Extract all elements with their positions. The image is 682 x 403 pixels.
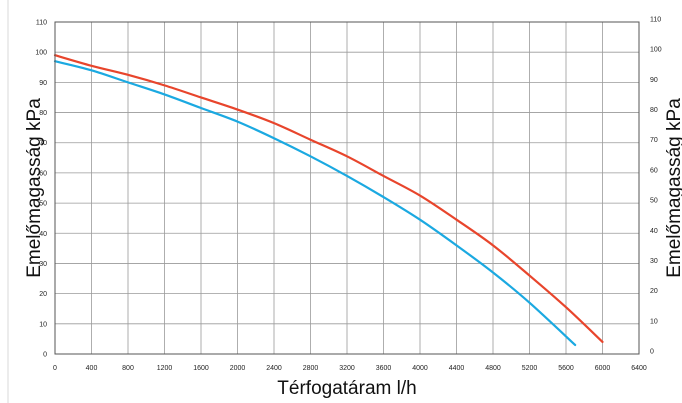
- x-tick-label: 2400: [266, 365, 282, 372]
- plot-frame: [54, 21, 640, 355]
- y-axis-title-left: Emelőmagasság kPa: [24, 98, 45, 278]
- y-tick-label-left: 100: [35, 50, 47, 57]
- x-tick-label: 800: [122, 365, 134, 372]
- x-tick-label: 4800: [485, 365, 501, 372]
- y-tick-label-left: 10: [39, 321, 47, 328]
- y-tick-label-left: 30: [39, 261, 47, 268]
- y-tick-label-right: 0: [650, 349, 654, 356]
- y-tick-label-left: 20: [39, 291, 47, 298]
- y-tick-label-right: 30: [650, 258, 658, 265]
- y-tick-labels-right: 0 10 20 30 40 50 60 70 80 90 100 110: [650, 17, 662, 356]
- y-tick-labels-left: 0 10 20 30 40 50 60 70 80 90 100 110: [35, 20, 47, 359]
- x-tick-label: 400: [86, 365, 98, 372]
- y-tick-label-right: 90: [650, 77, 658, 84]
- x-tick-label: 4400: [449, 365, 465, 372]
- x-tick-label: 2000: [230, 365, 246, 372]
- grid: [54, 21, 640, 355]
- x-tick-labels: 0 400 800 1200 1600 2000 2400 2800 3200 3600 4000 4…: [53, 365, 647, 372]
- y-tick-label-left: 60: [39, 170, 47, 177]
- x-tick-label: 1200: [157, 365, 173, 372]
- x-tick-label: 0: [53, 365, 57, 372]
- x-tick-label: 3600: [376, 365, 392, 372]
- y-tick-label-left: 0: [43, 352, 47, 359]
- x-tick-label: 5600: [558, 365, 574, 372]
- y-tick-label-right: 60: [650, 167, 658, 174]
- x-tick-label: 3200: [339, 365, 355, 372]
- series-layer: [53, 54, 604, 347]
- y-tick-label-left: 110: [36, 20, 47, 27]
- y-tick-label-right: 110: [650, 17, 661, 24]
- x-tick-label: 4000: [412, 365, 428, 372]
- series-line-2: [53, 60, 577, 347]
- y-tick-label-right: 10: [650, 318, 658, 325]
- y-tick-label-left: 80: [39, 110, 47, 117]
- y-tick-label-right: 70: [650, 137, 658, 144]
- y-tick-label-left: 70: [39, 140, 47, 147]
- y-tick-label-right: 20: [650, 288, 658, 295]
- y-tick-label-left: 40: [39, 231, 47, 238]
- y-tick-label-right: 100: [650, 47, 662, 54]
- y-tick-label-right: 80: [650, 107, 658, 114]
- series-line-1: [53, 54, 604, 344]
- y-tick-label-left: 90: [39, 80, 47, 87]
- x-axis-title: Térfogatáram l/h: [277, 378, 416, 399]
- y-tick-label-left: 50: [39, 201, 47, 208]
- x-tick-label: 6400: [631, 365, 647, 372]
- x-tick-label: 5200: [522, 365, 538, 372]
- y-axis-title-right: Emelőmagasság kPa: [664, 98, 682, 278]
- x-tick-label: 6000: [595, 365, 611, 372]
- x-tick-label: 2800: [303, 365, 319, 372]
- y-tick-label-right: 40: [650, 228, 658, 235]
- x-tick-label: 1600: [193, 365, 209, 372]
- y-tick-label-right: 50: [650, 198, 658, 205]
